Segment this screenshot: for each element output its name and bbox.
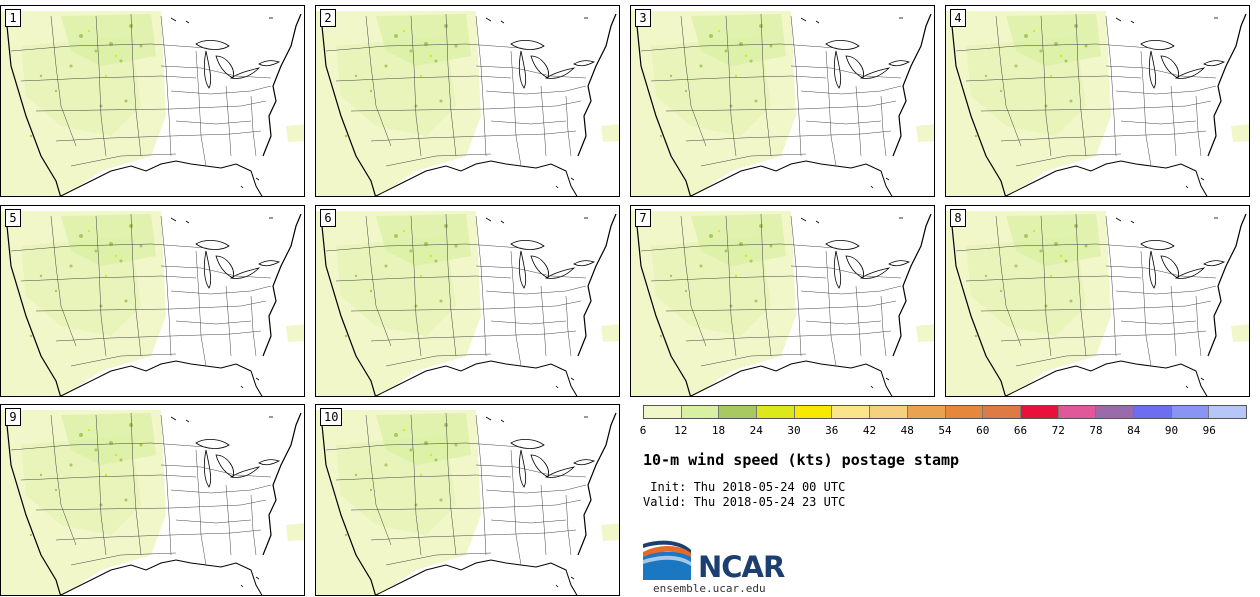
colorbar-tick-label: 78 <box>1089 424 1103 437</box>
stamp-map: 7 <box>630 205 935 397</box>
colorbar-swatch <box>793 406 832 418</box>
colorbar-tick-label: 48 <box>900 424 914 437</box>
colorbar-tick-label: 18 <box>711 424 726 437</box>
conus-map <box>1 409 304 595</box>
colorbar-tick-label: 54 <box>938 424 952 437</box>
conus-map <box>946 10 1249 196</box>
colorbar-swatch <box>906 406 945 418</box>
colorbar-swatch <box>831 406 870 418</box>
stamp-map: 3 <box>630 5 935 197</box>
site-url: ensemble.ucar.edu <box>653 582 766 595</box>
member-number: 5 <box>5 209 21 227</box>
stamp-map: 10 <box>315 404 620 596</box>
member-number: 9 <box>5 408 21 426</box>
member-number: 1 <box>5 9 21 27</box>
stamp-map: 8 <box>945 205 1250 397</box>
member-number: 2 <box>320 9 336 27</box>
colorbar-swatch <box>680 406 719 418</box>
member-number: 3 <box>635 9 651 27</box>
member-number: 4 <box>950 9 966 27</box>
stamp-map: 2 <box>315 5 620 197</box>
conus-map <box>316 210 619 396</box>
colorbar-tick-label: 72 <box>1051 424 1065 437</box>
colorbar-swatch <box>1170 406 1209 418</box>
colorbar-tick-label: 12 <box>674 424 688 437</box>
member-number: 8 <box>950 209 966 227</box>
conus-map <box>1 10 304 196</box>
member-number: 6 <box>320 209 336 227</box>
logo-text: NCAR <box>698 550 785 584</box>
conus-map <box>316 10 619 196</box>
conus-map <box>316 409 619 595</box>
member-number: 10 <box>320 408 343 426</box>
init-time: Init: Thu 2018-05-24 00 UTC <box>643 480 846 494</box>
conus-map <box>631 210 934 396</box>
colorbar-swatch <box>982 406 1020 418</box>
colorbar-swatch <box>1095 406 1133 418</box>
stamp-map: 4 <box>945 5 1250 197</box>
colorbar-swatch <box>1208 406 1246 418</box>
conus-map <box>1 210 304 396</box>
member-number: 7 <box>635 209 651 227</box>
colorbar-swatch <box>718 406 757 418</box>
wind-speed-colorbar <box>643 405 1247 419</box>
colorbar-swatch <box>756 406 794 418</box>
colorbar-tick-label: 30 <box>787 424 801 437</box>
colorbar-tick-label: 96 <box>1202 424 1216 437</box>
colorbar-tick-label: 60 <box>976 424 990 437</box>
colorbar-swatch <box>944 406 983 418</box>
colorbar-tick-label: 36 <box>825 424 839 437</box>
colorbar-tick-label: 90 <box>1164 424 1179 437</box>
colorbar-tick-label: 24 <box>749 424 763 437</box>
stamp-map: 5 <box>0 205 305 397</box>
plot-title: 10-m wind speed (kts) postage stamp <box>643 451 960 469</box>
stamp-map: 6 <box>315 205 620 397</box>
conus-map <box>631 10 934 196</box>
colorbar-swatch <box>1057 406 1096 418</box>
colorbar-tick-label: 6 <box>639 424 647 437</box>
stamp-map: 9 <box>0 404 305 596</box>
colorbar-swatch <box>1019 406 1058 418</box>
colorbar-ticks: 6 12 18 24 30 36 42 48 54 60 66 72 78 84 90 96 <box>639 424 1247 438</box>
colorbar-swatch <box>869 406 907 418</box>
colorbar-tick-label: 42 <box>862 424 877 437</box>
colorbar-tick-label: 66 <box>1013 424 1028 437</box>
stamp-map: 1 <box>0 5 305 197</box>
colorbar-tick-label: 84 <box>1127 424 1141 437</box>
conus-map <box>946 210 1249 396</box>
colorbar-swatch <box>644 406 681 418</box>
valid-time: Valid: Thu 2018-05-24 23 UTC <box>643 495 846 509</box>
colorbar-swatch <box>1132 406 1171 418</box>
ncar-logo-icon <box>643 540 691 580</box>
